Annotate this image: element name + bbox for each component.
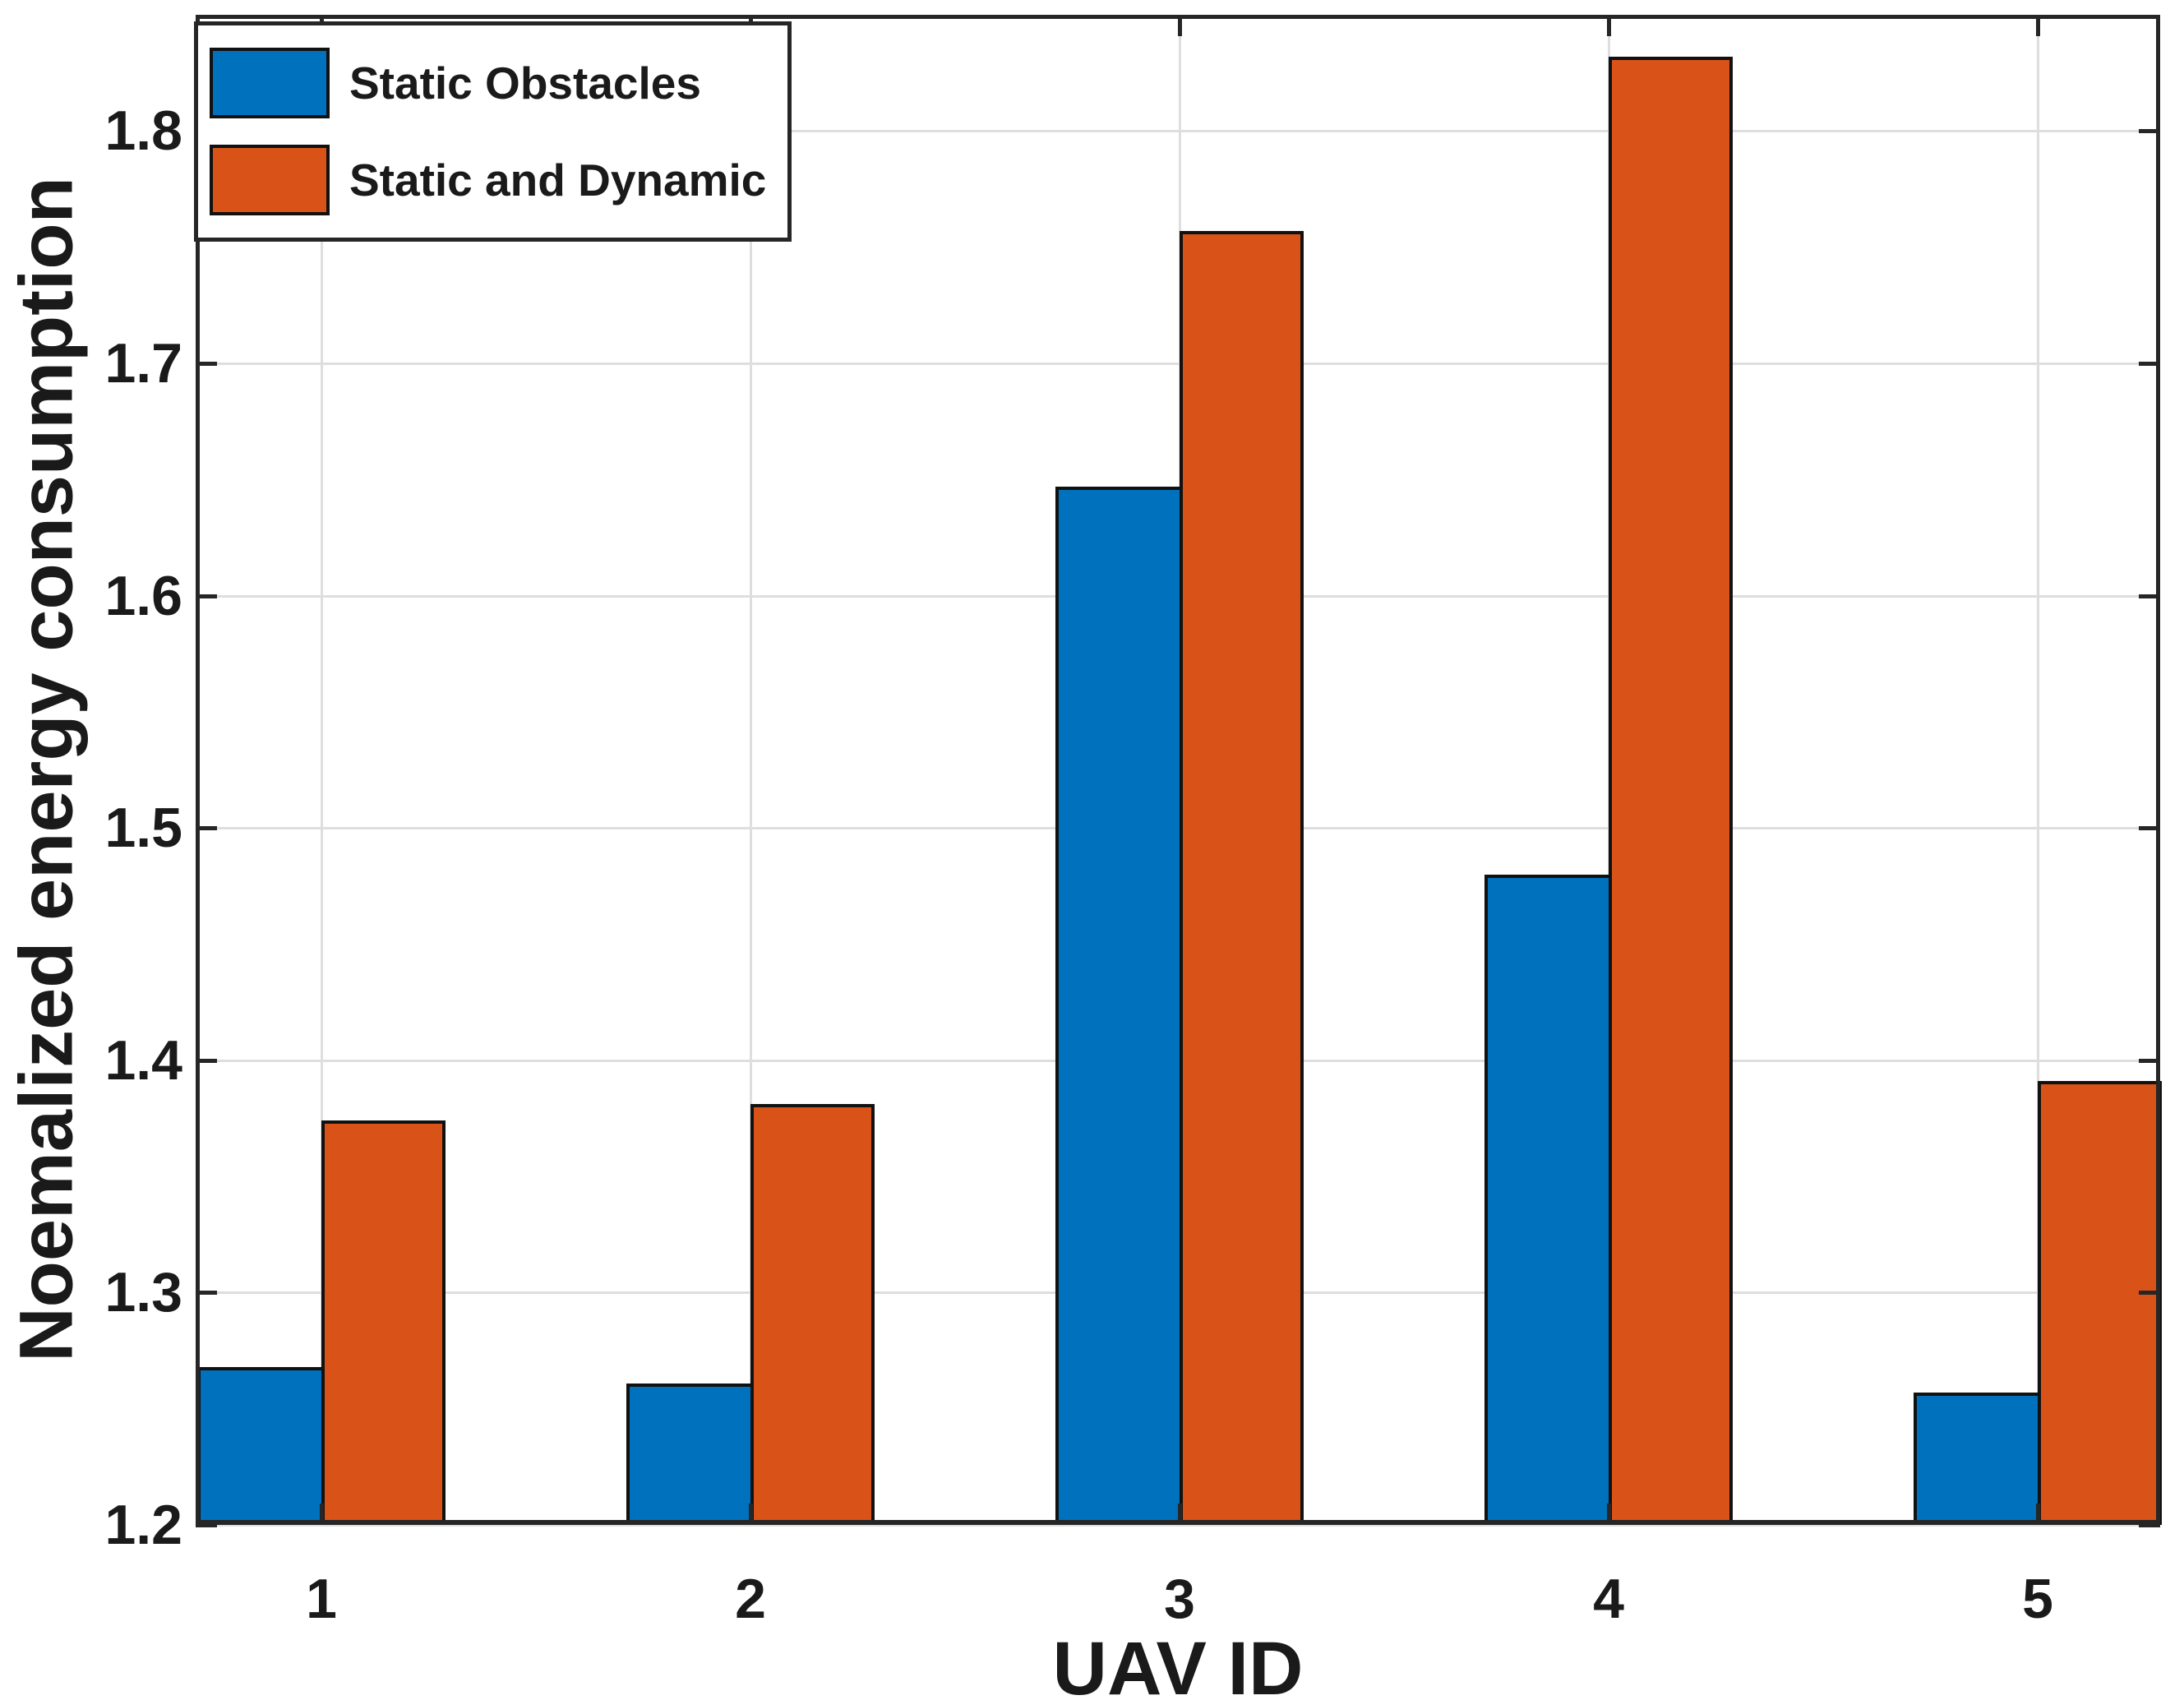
x-tick-label-5: 5 (2022, 1568, 2053, 1630)
v-gridline-uav-1 (321, 15, 323, 1525)
x-tick-bottom-4 (1607, 1504, 1611, 1525)
bar-static-obstacles-uav-3 (1055, 487, 1183, 1525)
h-gridline-1.2 (196, 1524, 2160, 1527)
y-tick-left-1.7 (196, 362, 217, 366)
y-tick-right-1.6 (2139, 594, 2160, 598)
y-tick-right-1.8 (2139, 129, 2160, 133)
x-axis-line (196, 1520, 2160, 1525)
y-tick-label-1.2: 1.2 (104, 1494, 182, 1556)
bar-static-obstacles-uav-5 (1914, 1393, 2041, 1525)
legend: Static Obstacles Static and Dynamic (194, 21, 792, 242)
bar-static-obstacles-uav-4 (1484, 875, 1612, 1525)
legend-label-static-obstacles: Static Obstacles (349, 58, 701, 109)
bar-static-and-dynamic-uav-2 (750, 1104, 875, 1525)
y-tick-left-1.4 (196, 1059, 217, 1063)
y-tick-right-1.7 (2139, 362, 2160, 366)
bar-static-obstacles-uav-1 (197, 1367, 325, 1525)
v-gridline-uav-5 (2037, 15, 2039, 1525)
y-tick-right-1.2 (2139, 1523, 2160, 1527)
y-tick-left-1.5 (196, 826, 217, 830)
x-tick-bottom-2 (749, 1504, 753, 1525)
y-tick-label-1.3: 1.3 (104, 1261, 182, 1324)
bar-static-and-dynamic-uav-5 (2038, 1081, 2162, 1525)
x-axis-label: UAV ID (1052, 1627, 1304, 1700)
x-tick-top-4 (1607, 15, 1611, 36)
x-tick-label-2: 2 (735, 1568, 766, 1630)
bar-static-and-dynamic-uav-4 (1609, 57, 1733, 1525)
x-tick-label-4: 4 (1593, 1568, 1624, 1630)
bar-static-obstacles-uav-2 (626, 1384, 754, 1525)
x-tick-top-3 (1178, 15, 1182, 36)
y-tick-right-1.4 (2139, 1059, 2160, 1063)
y-tick-label-1.5: 1.5 (104, 797, 182, 859)
x-tick-top-5 (2036, 15, 2040, 36)
legend-item-static-obstacles: Static Obstacles (210, 48, 781, 118)
y-tick-left-1.2 (196, 1523, 217, 1527)
legend-swatch-static-obstacles (210, 48, 330, 118)
v-gridline-uav-2 (750, 15, 752, 1525)
y-tick-label-1.8: 1.8 (104, 99, 182, 162)
bar-static-and-dynamic-uav-3 (1180, 231, 1304, 1525)
x-tick-bottom-1 (320, 1504, 324, 1525)
top-spine (196, 15, 2160, 19)
h-gridline-1.8 (196, 130, 2160, 132)
y-tick-right-1.3 (2139, 1291, 2160, 1295)
plot-area: Static Obstacles Static and Dynamic (194, 15, 2162, 1527)
y-tick-label-1.6: 1.6 (104, 565, 182, 627)
y-axis-label: Noemalized energy consumption (4, 177, 89, 1362)
y-tick-right-1.5 (2139, 826, 2160, 830)
y-tick-left-1.6 (196, 594, 217, 598)
legend-label-static-and-dynamic: Static and Dynamic (349, 155, 767, 206)
y-tick-label-1.4: 1.4 (104, 1029, 182, 1092)
y-axis-line (196, 15, 200, 1525)
h-gridline-1.7 (196, 363, 2160, 365)
x-tick-label-3: 3 (1164, 1568, 1195, 1630)
y-tick-label-1.7: 1.7 (104, 332, 182, 395)
legend-item-static-and-dynamic: Static and Dynamic (210, 145, 781, 215)
right-spine (2156, 15, 2160, 1525)
y-tick-left-1.3 (196, 1291, 217, 1295)
x-tick-bottom-5 (2036, 1504, 2040, 1525)
bar-static-and-dynamic-uav-1 (321, 1120, 446, 1525)
x-tick-bottom-3 (1178, 1504, 1182, 1525)
legend-swatch-static-and-dynamic (210, 145, 330, 215)
x-tick-label-1: 1 (306, 1568, 337, 1630)
